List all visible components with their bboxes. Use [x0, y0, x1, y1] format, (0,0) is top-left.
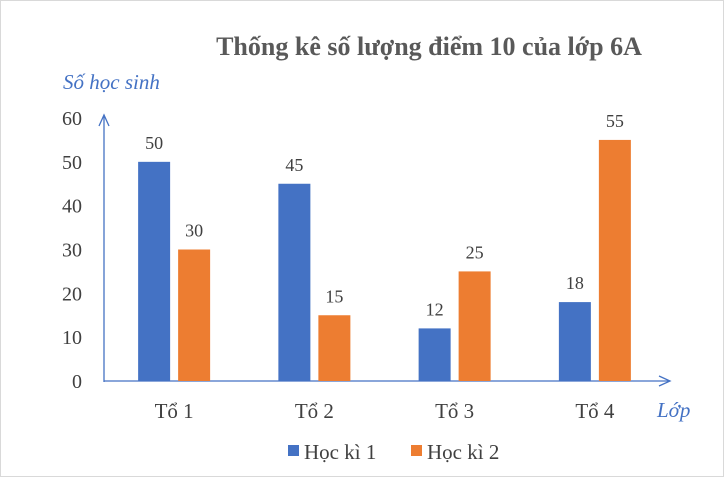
bar [418, 328, 451, 381]
y-tick-label: 50 [62, 152, 82, 174]
legend-label: Học kì 1 [304, 440, 376, 464]
y-axis-label: Số học sinh [63, 70, 160, 94]
data-labels: 50 30 45 15 12 25 18 55 [145, 111, 624, 319]
y-tick-label: 30 [62, 240, 82, 262]
y-tick-label: 40 [62, 196, 82, 218]
x-tick-label: Tổ 1 [155, 399, 194, 423]
bars [138, 139, 631, 381]
y-axis-arrow [98, 113, 110, 127]
bar [458, 271, 491, 381]
x-tick-labels: Tổ 1 Tổ 2 Tổ 3 Tổ 4 [155, 399, 615, 423]
bar [558, 302, 591, 381]
y-tick-label: 60 [62, 108, 82, 130]
x-axis-label: Lớp [656, 398, 690, 422]
data-label: 25 [466, 242, 484, 262]
y-tick-labels: 0 10 20 30 40 50 60 [62, 108, 82, 393]
x-tick-label: Tổ 2 [295, 399, 334, 423]
data-label: 18 [566, 273, 584, 293]
x-axis-arrow [658, 375, 672, 387]
data-label: 12 [426, 299, 444, 319]
bar [318, 315, 351, 381]
data-label: 30 [185, 221, 203, 241]
data-label: 15 [325, 286, 343, 306]
y-tick-label: 10 [62, 327, 82, 349]
bar [598, 139, 631, 381]
data-label: 50 [145, 133, 163, 153]
y-tick-label: 0 [72, 371, 82, 393]
data-label: 45 [285, 155, 303, 175]
bar [178, 249, 211, 381]
legend-swatch [411, 445, 422, 456]
legend-swatch [288, 445, 299, 456]
x-tick-label: Tổ 4 [575, 399, 615, 423]
y-tick-label: 20 [62, 283, 82, 305]
x-tick-label: Tổ 3 [435, 399, 474, 423]
legend-label: Học kì 2 [427, 440, 499, 464]
chart-title: Thống kê số lượng điểm 10 của lớp 6A [216, 32, 642, 61]
bar [278, 183, 311, 381]
bar [138, 161, 171, 381]
legend: Học kì 1 Học kì 2 [288, 440, 499, 464]
data-label: 55 [606, 111, 624, 131]
